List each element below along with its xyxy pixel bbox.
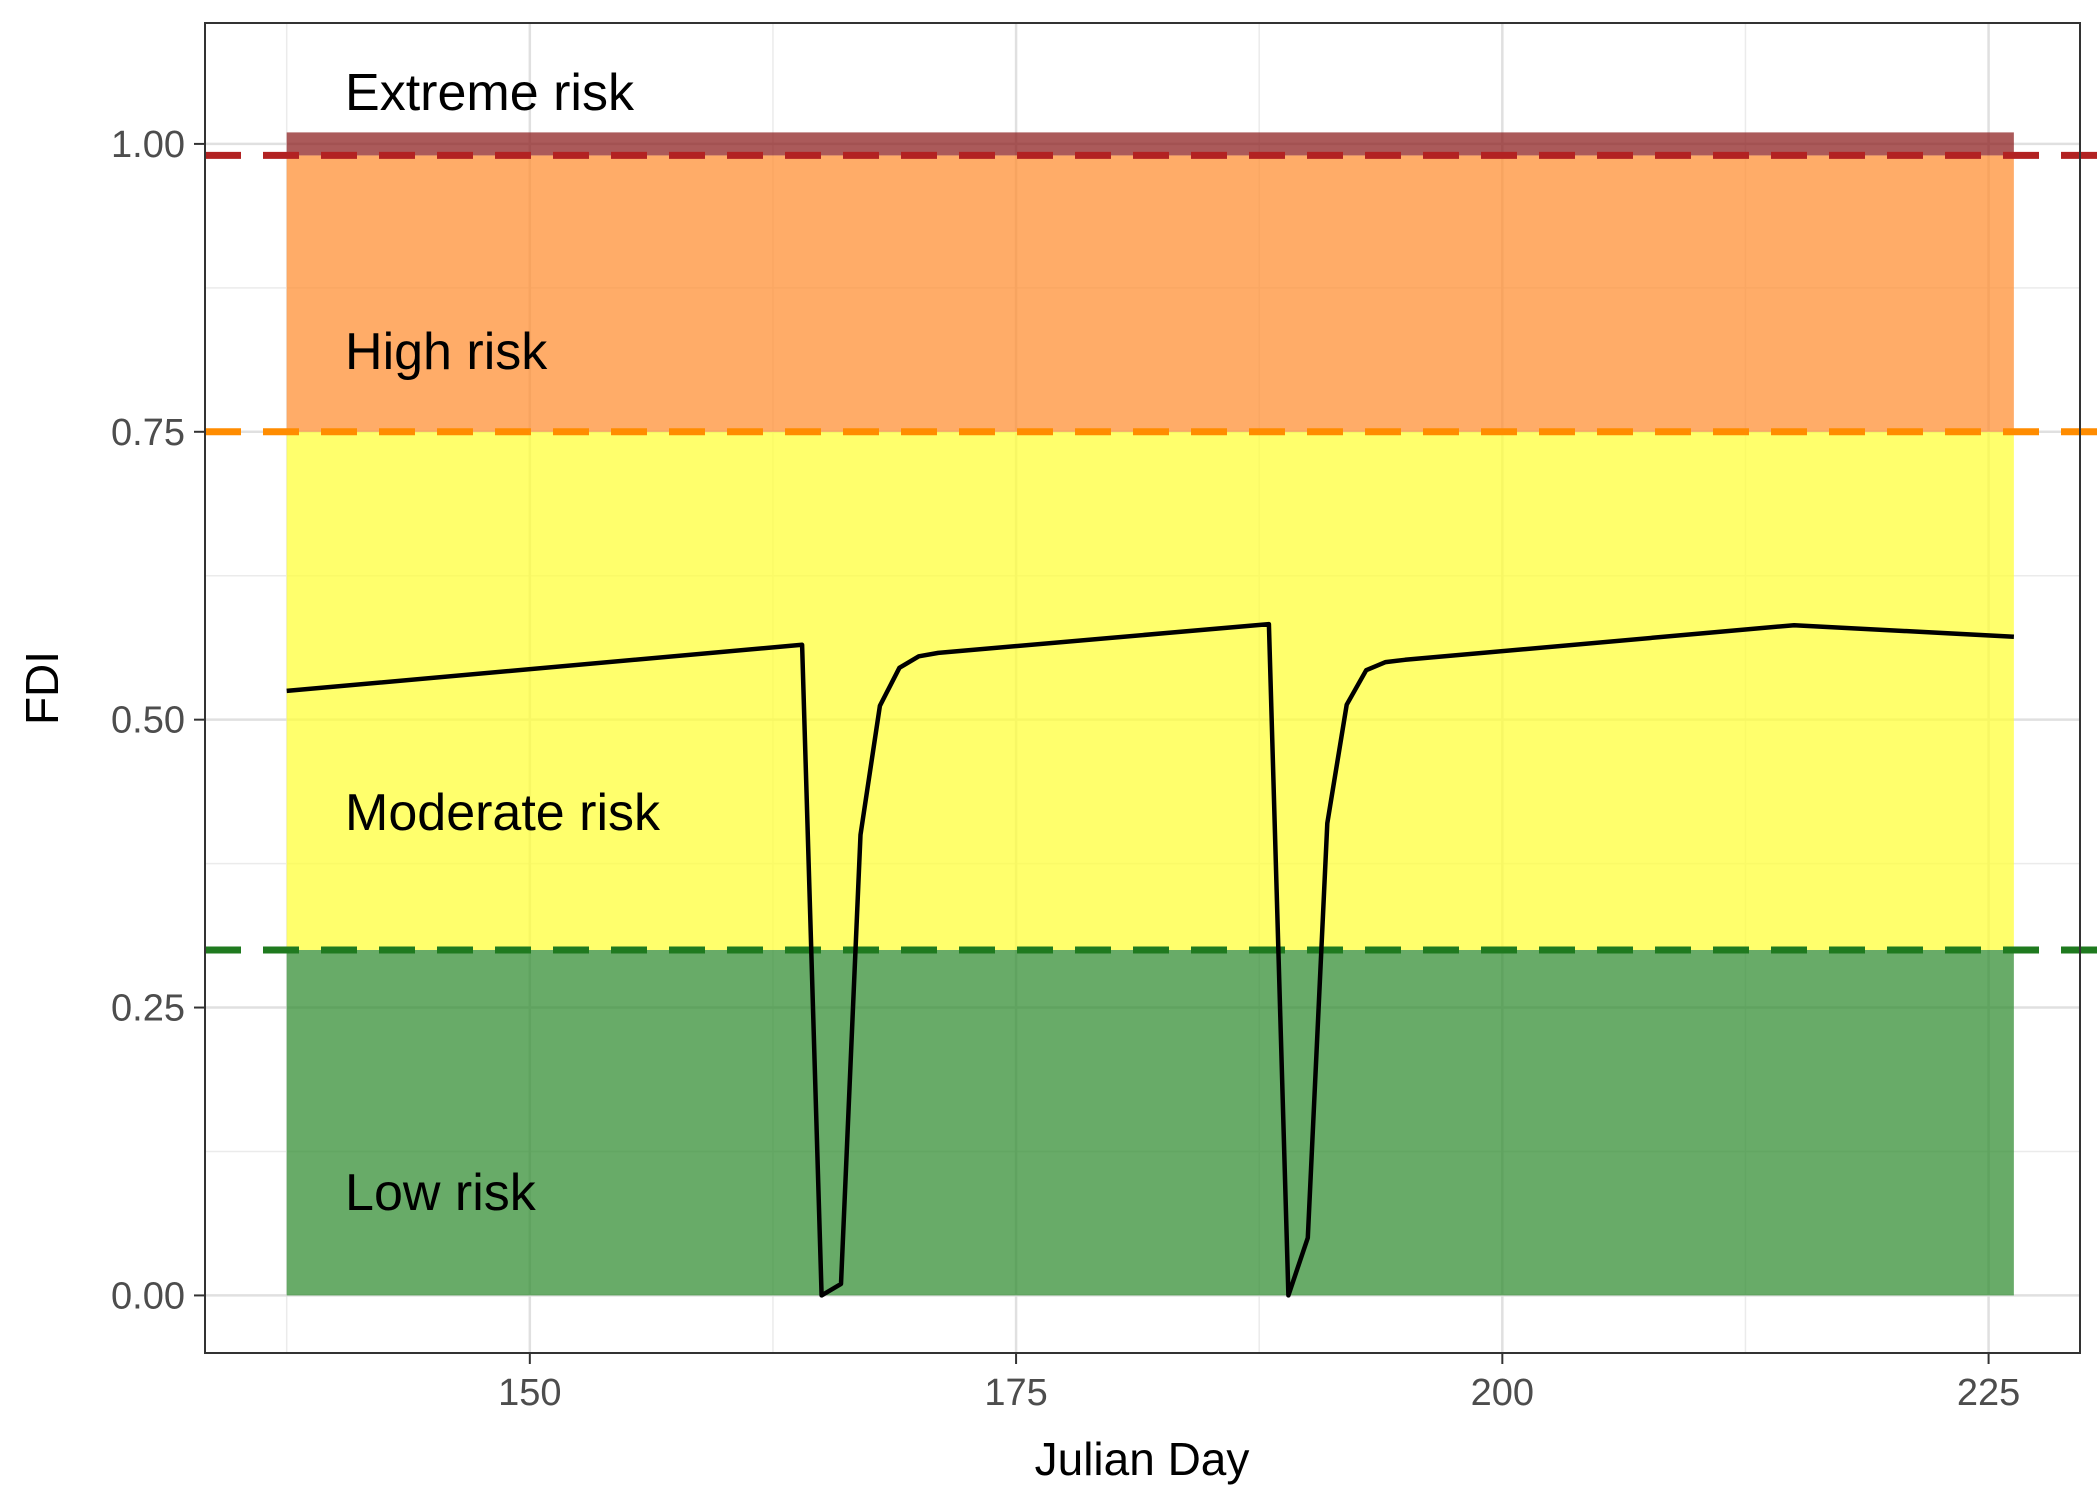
y-tick-label: 0.75 [111, 412, 185, 454]
low-risk-label: Low risk [345, 1164, 537, 1222]
x-tick-label: 150 [498, 1372, 561, 1414]
y-tick-label: 0.00 [111, 1275, 185, 1317]
x-axis: 150 175 200 225 [498, 1353, 2020, 1414]
low-risk-band [286, 949, 2014, 1296]
risk-band-labels: Low risk Moderate risk High risk Extreme ri… [345, 64, 661, 1222]
moderate-risk-band [286, 431, 2014, 950]
x-tick-label: 225 [1957, 1372, 2020, 1414]
y-tick-label: 0.50 [111, 700, 185, 742]
y-tick-label: 1.00 [111, 124, 185, 166]
y-tick-label: 0.25 [111, 988, 185, 1030]
x-axis-title: Julian Day [1035, 1433, 1250, 1485]
y-axis: 0.00 0.25 0.50 0.75 1.00 [111, 124, 205, 1317]
fdi-line [286, 621, 2015, 1298]
x-tick-label: 200 [1471, 1372, 1534, 1414]
moderate-risk-label: Moderate risk [345, 784, 661, 842]
high-risk-band [286, 155, 2014, 432]
extreme-risk-band [286, 132, 2014, 156]
plot-border [204, 22, 2081, 1354]
high-risk-label: High risk [345, 323, 548, 381]
fdi-series [286, 621, 2015, 1298]
y-axis-title: FDI [16, 651, 68, 725]
x-tick-label: 175 [984, 1372, 1047, 1414]
risk-bands [286, 132, 2014, 1296]
threshold-lines [205, 151, 2100, 954]
extreme-risk-label: Extreme risk [345, 64, 635, 122]
